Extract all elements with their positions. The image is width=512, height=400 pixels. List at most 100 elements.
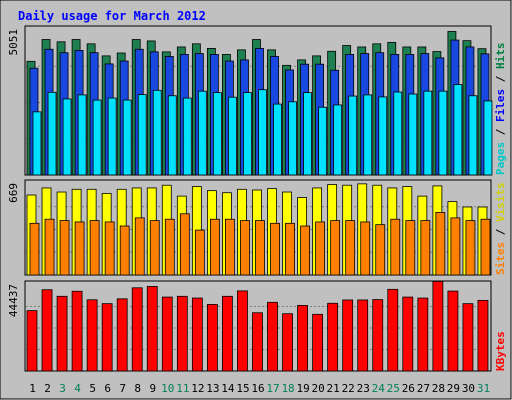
x-tick-label-day-8: 8: [134, 382, 141, 395]
bar-pages-day-17: [273, 103, 282, 176]
bar-kbytes-day-31: [477, 299, 489, 372]
bar-pages-day-11: [182, 97, 192, 176]
legend-files: Files: [494, 89, 507, 122]
bar-kbytes-day-6: [101, 303, 113, 372]
bar-kbytes-day-20: [312, 313, 324, 372]
bar-kbytes-day-1: [26, 310, 38, 372]
bar-kbytes-day-9: [146, 286, 158, 372]
bar-sites-day-20: [315, 221, 326, 276]
bar-sites-day-6: [104, 221, 115, 276]
bar-pages-day-14: [228, 96, 237, 176]
x-tick-label-day-21: 21: [327, 382, 340, 395]
bar-pages-day-8: [137, 94, 147, 176]
bar-sites-day-22: [345, 220, 356, 276]
bar-sites-day-30: [465, 220, 476, 276]
bar-kbytes-day-10: [161, 296, 173, 372]
bar-kbytes-day-30: [462, 303, 474, 372]
x-tick-label-day-1: 1: [29, 382, 36, 395]
bar-pages-day-13: [212, 92, 222, 176]
x-tick-label-day-2: 2: [44, 382, 51, 395]
panel-legend: Pages / Files / Hits: [494, 43, 507, 176]
bar-pages-day-3: [62, 98, 72, 176]
x-tick-label-day-10: 10: [161, 382, 174, 395]
panel-max-label: 669: [7, 183, 20, 203]
x-axis-labels: 1 2 3 4 5 6 7 8 9 10 11 12 13 14 15 16 17 18 19 20 21 22 23 24 2…: [29, 382, 490, 395]
x-tick-label-day-17: 17: [266, 382, 279, 395]
chart-title: Daily usage for March 2012: [18, 9, 206, 23]
bar-pages-day-22: [348, 95, 358, 176]
bar-pages-day-10: [167, 95, 177, 176]
bar-kbytes-day-24: [372, 299, 384, 372]
x-tick-label-day-19: 19: [296, 382, 309, 395]
bar-kbytes-day-18: [282, 313, 293, 372]
x-tick-label-day-3: 3: [59, 382, 66, 395]
x-tick-label-day-4: 4: [74, 382, 81, 395]
bar-kbytes-day-14: [222, 295, 233, 372]
bar-pages-day-31: [483, 100, 493, 176]
bar-kbytes-day-19: [297, 304, 308, 372]
bar-pages-day-20: [318, 106, 328, 176]
bar-pages-day-12: [197, 90, 207, 176]
bar-pages-day-18: [288, 101, 297, 176]
bar-kbytes-day-16: [252, 312, 263, 372]
x-tick-label-day-23: 23: [357, 382, 370, 395]
bar-kbytes-day-22: [342, 299, 354, 372]
x-tick-label-day-14: 14: [221, 382, 235, 395]
bar-kbytes-day-2: [41, 289, 53, 372]
panel-3: 44437 KBytes: [7, 280, 507, 372]
bar-sites-day-21: [330, 220, 341, 276]
x-tick-label-day-22: 22: [342, 382, 355, 395]
legend-separator: /: [494, 122, 507, 142]
x-tick-label-day-7: 7: [119, 382, 126, 395]
bar-kbytes-day-25: [387, 288, 399, 372]
x-tick-label-day-20: 20: [312, 382, 325, 395]
bar-pages-day-30: [468, 95, 478, 176]
x-tick-label-day-31: 31: [477, 382, 490, 395]
x-tick-label-day-12: 12: [191, 382, 204, 395]
x-tick-label-day-5: 5: [89, 382, 96, 395]
panel-2: 669 Sites / Visits: [7, 179, 507, 276]
bar-sites-day-13: [209, 218, 220, 276]
bar-sites-day-7: [119, 225, 130, 276]
legend-separator: /: [494, 69, 507, 89]
bar-sites-day-23: [360, 221, 371, 276]
bar-sites-day-28: [435, 212, 446, 276]
bar-sites-day-10: [164, 218, 175, 276]
bar-sites-day-18: [285, 222, 295, 276]
bar-pages-day-19: [303, 92, 312, 176]
bar-pages-day-25: [393, 91, 403, 176]
bar-kbytes-day-23: [357, 299, 369, 372]
x-tick-label-day-29: 29: [447, 382, 460, 395]
x-tick-label-day-25: 25: [387, 382, 400, 395]
bar-kbytes-day-11: [176, 295, 188, 372]
x-tick-label-day-15: 15: [236, 382, 249, 395]
x-tick-label-day-27: 27: [417, 382, 430, 395]
x-tick-label-day-16: 16: [251, 382, 264, 395]
bar-sites-day-29: [450, 217, 461, 276]
panel-max-label: 44437: [7, 284, 20, 317]
bar-sites-day-9: [149, 220, 160, 276]
bar-pages-day-7: [122, 99, 132, 176]
bar-sites-day-14: [225, 218, 235, 276]
bar-sites-day-15: [240, 220, 250, 276]
bar-sites-day-8: [134, 217, 145, 276]
bar-kbytes-day-4: [71, 290, 83, 372]
bar-kbytes-day-28: [432, 280, 444, 372]
bar-pages-day-4: [77, 94, 87, 176]
bar-kbytes-day-15: [237, 290, 248, 372]
bar-sites-day-27: [420, 220, 431, 276]
chart-panels: 5051 Pages / Files / Hits 669 Sites / Visit…: [7, 25, 507, 372]
bar-pages-day-21: [333, 104, 343, 176]
x-tick-label-day-26: 26: [402, 382, 415, 395]
legend-hits: Hits: [494, 43, 507, 70]
x-tick-label-day-9: 9: [149, 382, 156, 395]
bar-sites-day-5: [89, 220, 100, 276]
bar-pages-day-27: [423, 90, 433, 176]
bar-pages-day-5: [92, 99, 102, 176]
bar-kbytes-day-7: [116, 298, 128, 372]
x-tick-label-day-30: 30: [462, 382, 475, 395]
panel-legend: Sites / Visits: [494, 182, 507, 275]
bar-kbytes-day-5: [86, 299, 98, 372]
bar-pages-day-26: [408, 93, 418, 176]
